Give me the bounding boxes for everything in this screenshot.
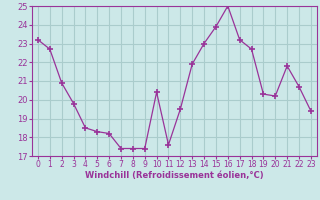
X-axis label: Windchill (Refroidissement éolien,°C): Windchill (Refroidissement éolien,°C): [85, 171, 264, 180]
